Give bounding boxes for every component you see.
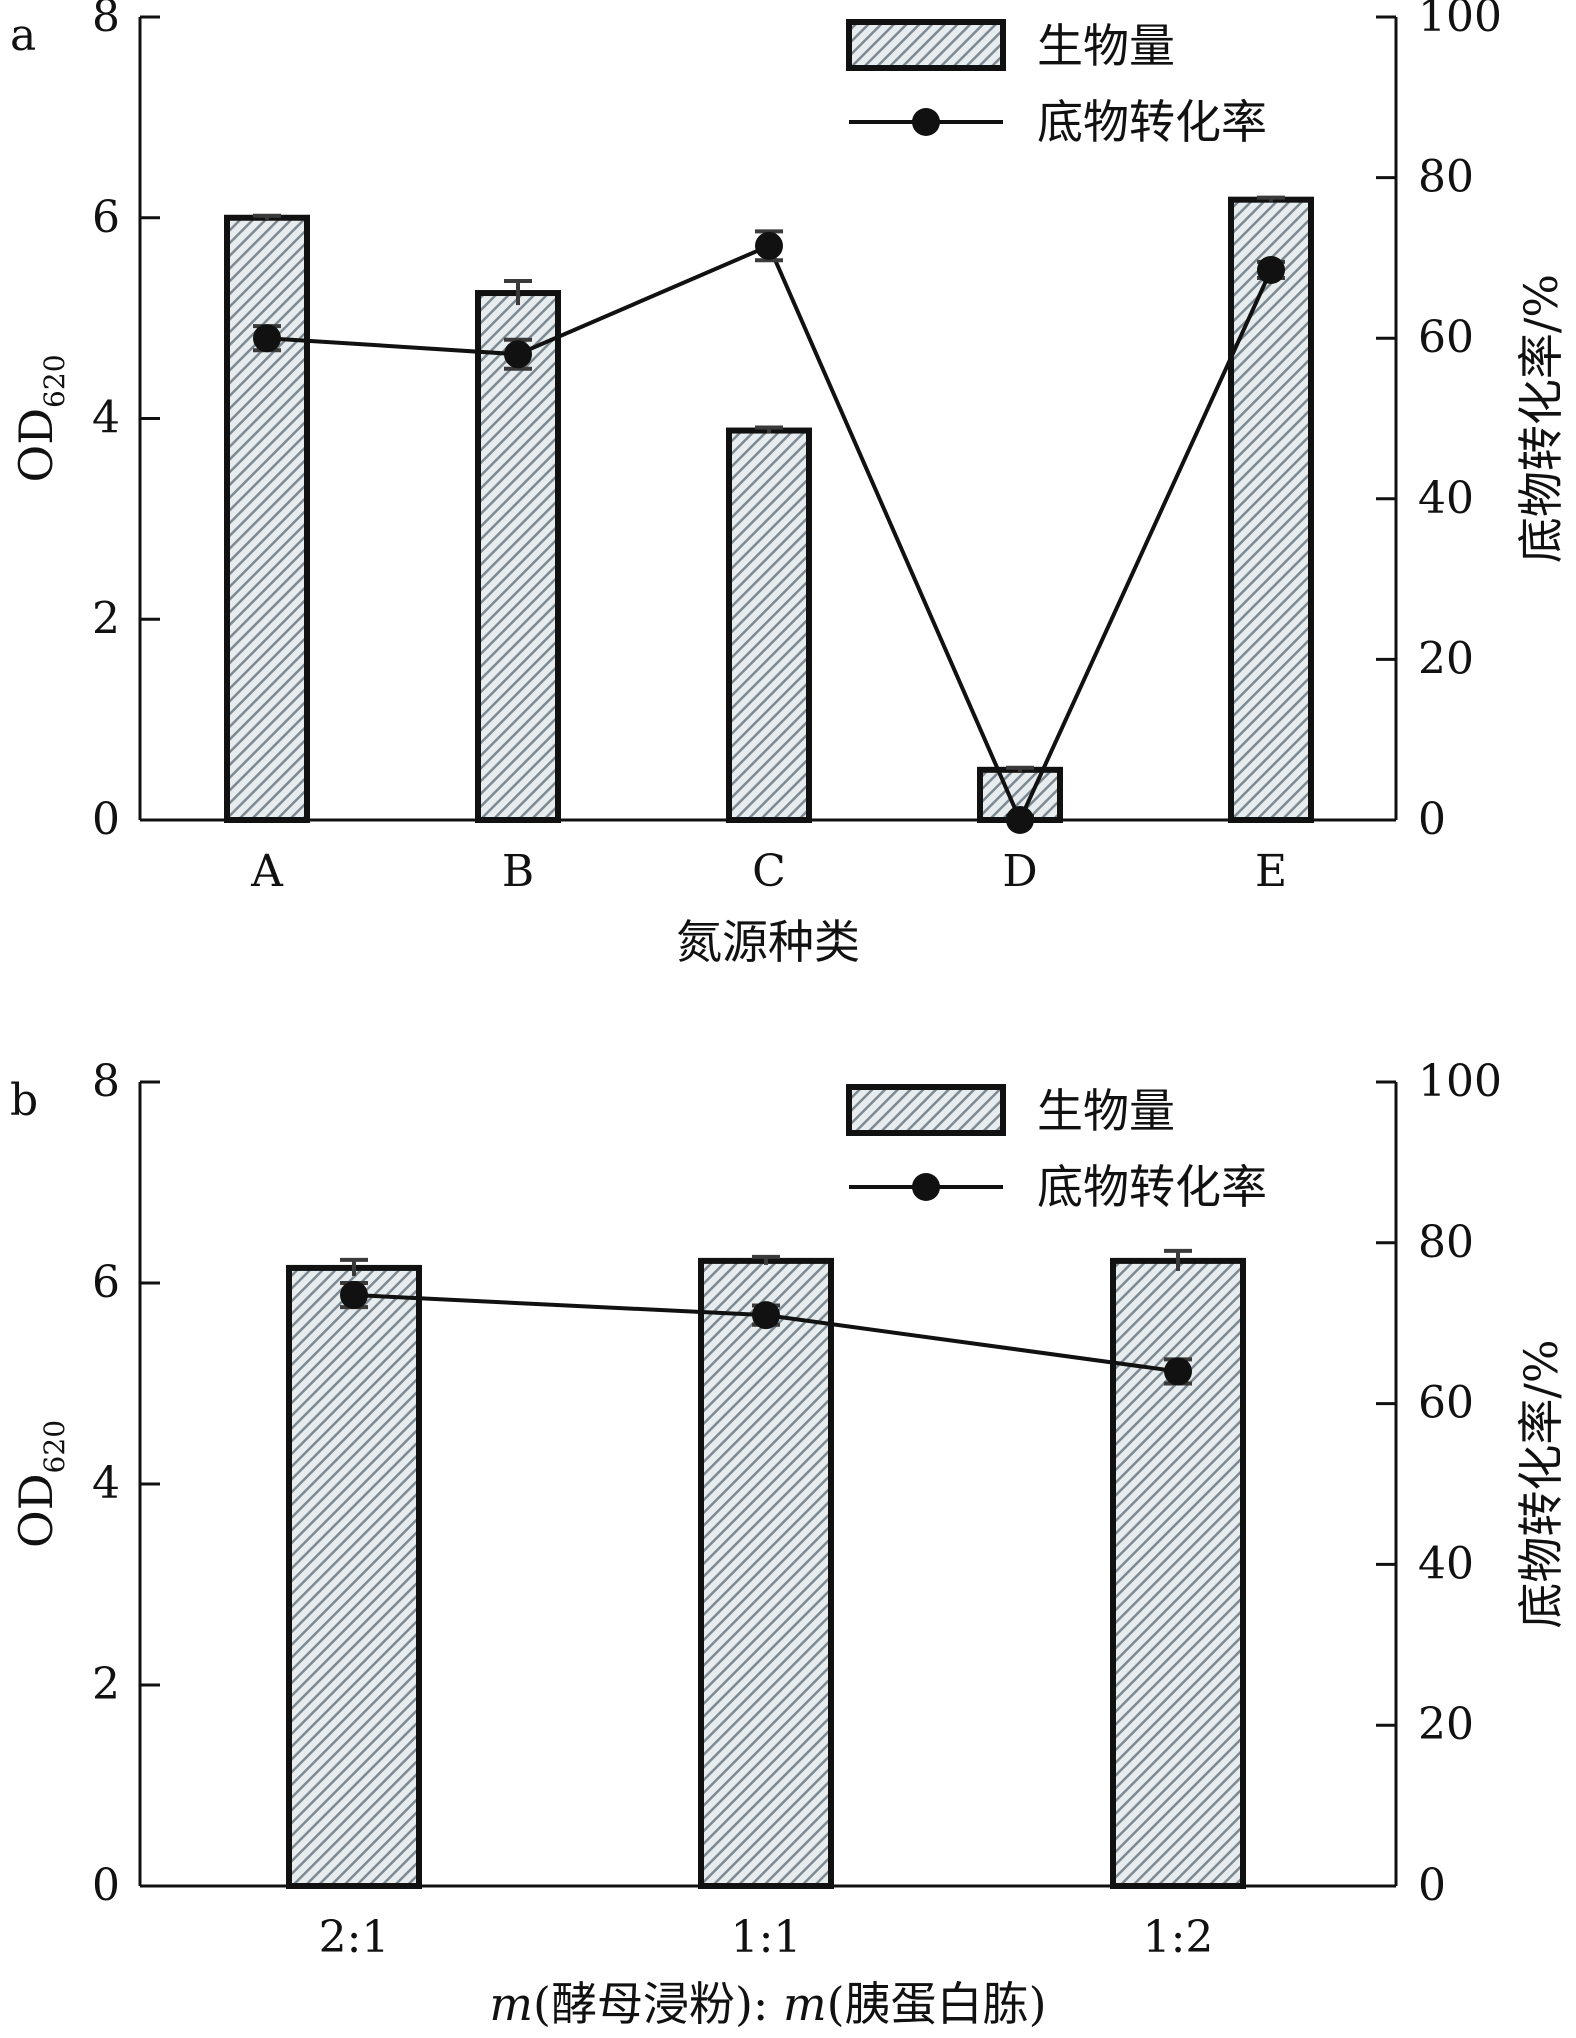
x-axis-label: 氮源种类 (676, 915, 860, 969)
bar (1228, 196, 1314, 823)
legend-point-swatch (912, 108, 940, 136)
left-tick-label: 0 (92, 1860, 120, 1911)
bar (726, 427, 812, 823)
left-tick-label: 2 (92, 1659, 120, 1710)
x-tick-label: A (250, 846, 284, 897)
x-tick-label: B (502, 846, 534, 897)
x-axis-label: m(酵母浸粉): m(胰蛋白胨) (489, 1977, 1046, 2031)
bar (286, 1264, 422, 1890)
legend-label-biomass: 生物量 (1037, 1084, 1175, 1138)
panel-letter: b (10, 1075, 38, 1126)
right-tick-label: 0 (1418, 794, 1446, 845)
right-tick-label: 60 (1418, 312, 1474, 363)
left-tick-label: 2 (92, 593, 120, 644)
x-axis-label-part: (胰蛋白胨) (827, 1977, 1047, 2031)
data-point (1006, 806, 1034, 834)
right-tick-label: 40 (1418, 473, 1474, 524)
data-point (752, 1301, 780, 1330)
y-axis-label-left-sub: 620 (38, 1420, 71, 1473)
panel-letter: a (10, 10, 36, 61)
right-tick-label: 40 (1418, 1538, 1474, 1589)
right-tick-label: 60 (1418, 1378, 1474, 1429)
x-tick-label: 1:1 (731, 1912, 802, 1963)
legend-bar-swatch (846, 1084, 1006, 1136)
left-tick-label: 4 (92, 393, 120, 444)
y-axis-label-left-main: OD (9, 1473, 63, 1548)
legend-bar-swatch (846, 19, 1006, 71)
bar (698, 1257, 834, 1889)
left-tick-label: 4 (92, 1458, 120, 1509)
bar (224, 214, 310, 823)
data-point (1257, 255, 1285, 284)
legend-label-conversion: 底物转化率 (1037, 1160, 1267, 1214)
right-tick-label: 80 (1418, 152, 1474, 203)
data-point (504, 340, 532, 369)
y-axis-label-left: OD620 (9, 1420, 71, 1548)
y-axis-label-left-main: OD (9, 408, 63, 483)
left-tick-label: 6 (92, 1257, 120, 1308)
bar (1110, 1257, 1246, 1889)
x-axis-label-part: m (489, 1977, 533, 2031)
right-tick-label: 100 (1418, 0, 1502, 42)
legend-label-biomass: 生物量 (1037, 19, 1175, 73)
x-tick-label: D (1002, 846, 1037, 897)
bar (475, 290, 561, 823)
y-axis-label-left: OD620 (9, 354, 71, 482)
right-tick-label: 0 (1418, 1860, 1446, 1911)
x-axis-label-part: (酵母浸粉): (533, 1977, 783, 2031)
left-tick-label: 8 (92, 0, 120, 42)
data-point (1164, 1357, 1192, 1386)
left-tick-label: 8 (92, 1056, 120, 1107)
x-tick-label: 2:1 (319, 1912, 390, 1963)
y-axis-label-right: 底物转化率/% (1514, 274, 1568, 563)
legend-point-swatch (912, 1173, 940, 1201)
left-tick-label: 0 (92, 794, 120, 845)
x-tick-label: C (752, 846, 786, 897)
data-point (755, 231, 783, 260)
right-tick-label: 20 (1418, 1699, 1474, 1750)
legend-label-conversion: 底物转化率 (1037, 95, 1267, 149)
right-tick-label: 80 (1418, 1217, 1474, 1268)
right-tick-label: 100 (1418, 1056, 1502, 1107)
left-tick-label: 6 (92, 192, 120, 243)
right-tick-label: 20 (1418, 633, 1474, 684)
data-point (340, 1281, 368, 1310)
y-axis-label-left-sub: 620 (38, 354, 71, 407)
x-axis-label-part: m (783, 1977, 827, 2031)
x-tick-label: E (1255, 846, 1287, 897)
data-point (253, 324, 281, 353)
x-tick-label: 1:2 (1143, 1912, 1214, 1963)
y-axis-label-right: 底物转化率/% (1514, 1339, 1568, 1628)
